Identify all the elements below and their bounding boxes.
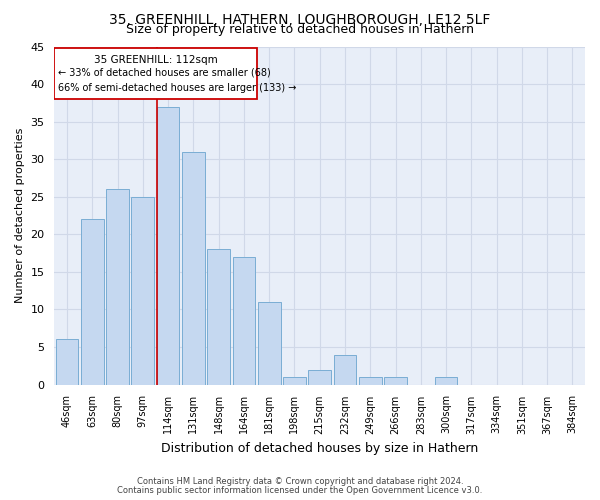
Bar bbox=[55, 48, 257, 99]
Bar bbox=[308, 370, 331, 384]
Text: Contains HM Land Registry data © Crown copyright and database right 2024.: Contains HM Land Registry data © Crown c… bbox=[137, 477, 463, 486]
Bar bbox=[434, 377, 457, 384]
Text: ← 33% of detached houses are smaller (68): ← 33% of detached houses are smaller (68… bbox=[58, 68, 271, 78]
Bar bbox=[334, 354, 356, 384]
Bar bbox=[258, 302, 281, 384]
Text: Contains public sector information licensed under the Open Government Licence v3: Contains public sector information licen… bbox=[118, 486, 482, 495]
Bar bbox=[81, 220, 104, 384]
Bar bbox=[233, 257, 255, 384]
Text: Size of property relative to detached houses in Hathern: Size of property relative to detached ho… bbox=[126, 24, 474, 36]
Y-axis label: Number of detached properties: Number of detached properties bbox=[15, 128, 25, 303]
Bar bbox=[131, 197, 154, 384]
X-axis label: Distribution of detached houses by size in Hathern: Distribution of detached houses by size … bbox=[161, 442, 478, 455]
Text: 35 GREENHILL: 112sqm: 35 GREENHILL: 112sqm bbox=[94, 55, 217, 65]
Bar bbox=[157, 106, 179, 384]
Bar bbox=[182, 152, 205, 384]
Bar bbox=[207, 250, 230, 384]
Bar bbox=[56, 340, 79, 384]
Text: 66% of semi-detached houses are larger (133) →: 66% of semi-detached houses are larger (… bbox=[58, 83, 296, 93]
Bar bbox=[106, 189, 129, 384]
Bar bbox=[384, 377, 407, 384]
Text: 35, GREENHILL, HATHERN, LOUGHBOROUGH, LE12 5LF: 35, GREENHILL, HATHERN, LOUGHBOROUGH, LE… bbox=[109, 12, 491, 26]
Bar bbox=[359, 377, 382, 384]
Bar bbox=[283, 377, 306, 384]
